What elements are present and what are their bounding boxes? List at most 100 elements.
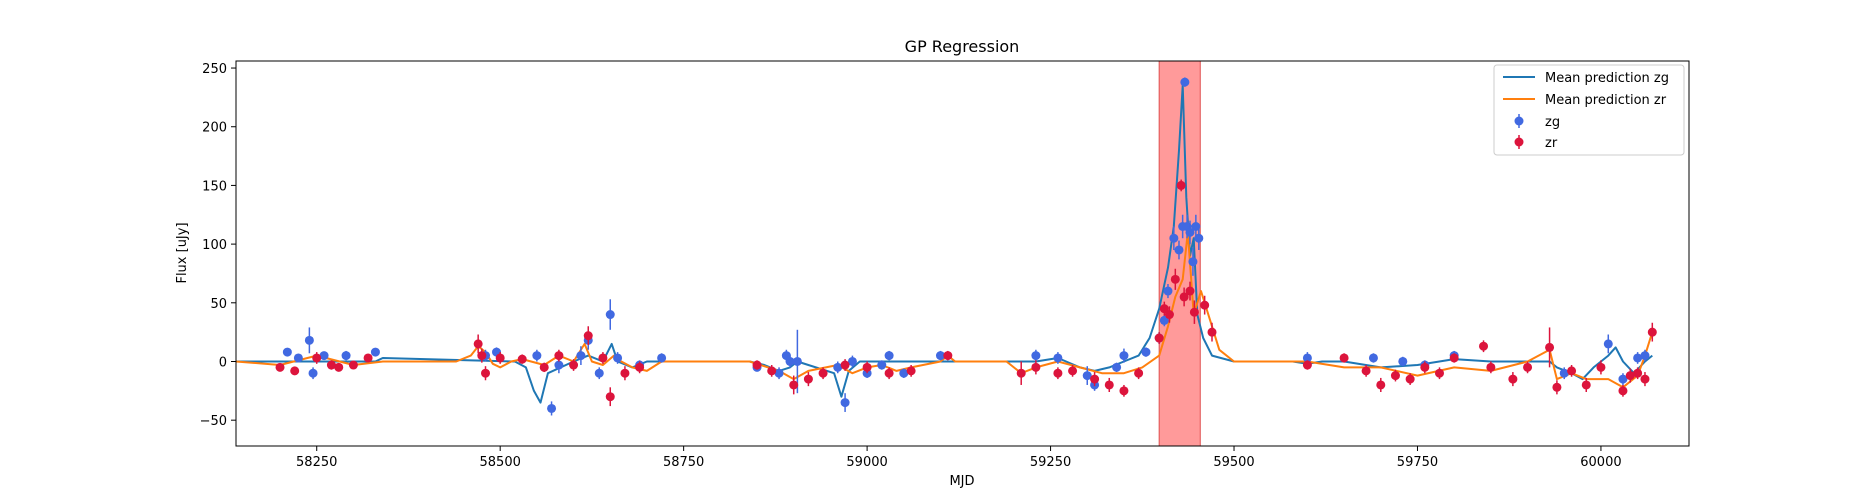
data-point-zr [1179,292,1189,302]
data-point-zr [348,360,358,370]
data-point-zg [308,368,318,378]
y-tick-label: 150 [202,179,227,194]
data-point-zr [1390,371,1400,381]
data-point-zr [1104,380,1114,390]
data-point-zr [1449,353,1459,363]
data-point-zr [767,366,777,376]
data-point-zr [1134,368,1144,378]
legend-label-zr: zr [1545,136,1558,151]
data-point-zg [1603,339,1613,349]
data-point-zg [554,360,564,370]
data-point-zg [304,335,314,345]
data-point-zr [1567,366,1577,376]
data-point-zg [1633,353,1643,363]
data-point-zg [792,356,802,366]
x-axis-title: MJD [949,474,974,489]
data-point-zr [605,392,615,402]
x-tick-label: 59250 [1030,455,1071,470]
data-point-zr [1523,362,1533,372]
data-point-zg [1302,353,1312,363]
data-point-zr [477,351,487,361]
data-point-zg [1180,77,1190,87]
data-point-zr [1031,362,1041,372]
data-point-zr [1434,368,1444,378]
data-point-zg [293,353,303,363]
data-point-zg [884,351,894,361]
data-point-zr [1159,304,1169,314]
data-point-zg [1163,286,1173,296]
data-point-zr [598,353,608,363]
data-point-zr [840,360,850,370]
data-point-zr [539,362,549,372]
data-point-zr [517,354,527,364]
data-point-zr [620,368,630,378]
data-point-zr [1376,380,1386,390]
data-point-zr [326,360,336,370]
data-point-zg [341,351,351,361]
data-point-zg [1640,351,1650,361]
data-point-zr [583,331,593,341]
data-point-zg [935,351,945,361]
data-point-zr [1420,362,1430,372]
data-point-zg [899,368,909,378]
data-point-zg [1559,368,1569,378]
data-point-zr [1170,274,1180,284]
data-point-zg [877,360,887,370]
data-point-zr [1508,374,1518,384]
y-tick-label: 50 [210,297,227,312]
data-point-zg [1119,351,1129,361]
x-tick-label: 60000 [1580,455,1621,470]
data-point-zr [1545,342,1555,352]
legend-label-zg-mean: Mean prediction zg [1545,71,1669,86]
data-point-zr [943,351,953,361]
data-point-zr [803,374,813,384]
data-point-zg [594,368,604,378]
data-point-zr [1207,327,1217,337]
data-point-zg [605,310,615,320]
data-point-zr [1625,371,1635,381]
data-point-zg [1194,233,1204,243]
data-point-zr [481,368,491,378]
data-point-zr [862,362,872,372]
data-point-zg [847,356,857,366]
data-point-zg [1112,362,1122,372]
data-point-zr [884,368,894,378]
x-tick-label: 58250 [296,455,337,470]
data-point-zg [576,351,586,361]
data-point-zg [1188,257,1198,267]
data-point-zr [473,339,483,349]
data-point-zr [1185,286,1195,296]
data-point-zr [1302,360,1312,370]
data-point-zr [1405,374,1415,384]
y-tick-label: 0 [219,355,227,370]
y-tick-label: −50 [200,414,227,429]
data-point-zr [1361,366,1371,376]
data-point-zg [833,362,843,372]
x-tick-label: 59750 [1397,455,1438,470]
data-point-zr [1552,382,1562,392]
data-point-zr [312,353,322,363]
data-point-zg [1174,245,1184,255]
data-point-zr [1119,386,1129,396]
data-point-zg [657,353,667,363]
data-point-zr [1640,374,1650,384]
data-point-zg [532,351,542,361]
legend-label-zr-mean: Mean prediction zr [1545,93,1667,108]
data-point-zg [1398,356,1408,366]
data-point-zr [635,362,645,372]
x-tick-label: 58500 [480,455,521,470]
axes: 58250 58500 58750 59000 59250 59500 59750 60000… [200,62,1622,470]
data-point-zr [1596,362,1606,372]
data-point-zr [275,362,285,372]
data-point-zr [1618,386,1628,396]
data-point-zr [363,353,373,363]
data-point-zr [789,380,799,390]
data-point-zg [613,353,623,363]
data-point-zr [1176,180,1186,190]
x-tick-label: 59500 [1213,455,1254,470]
legend-marker-zr [1514,137,1524,147]
data-point-zr [1090,374,1100,384]
data-point-zg [319,351,329,361]
data-point-zr [1647,327,1657,337]
data-point-zg [1159,315,1169,325]
